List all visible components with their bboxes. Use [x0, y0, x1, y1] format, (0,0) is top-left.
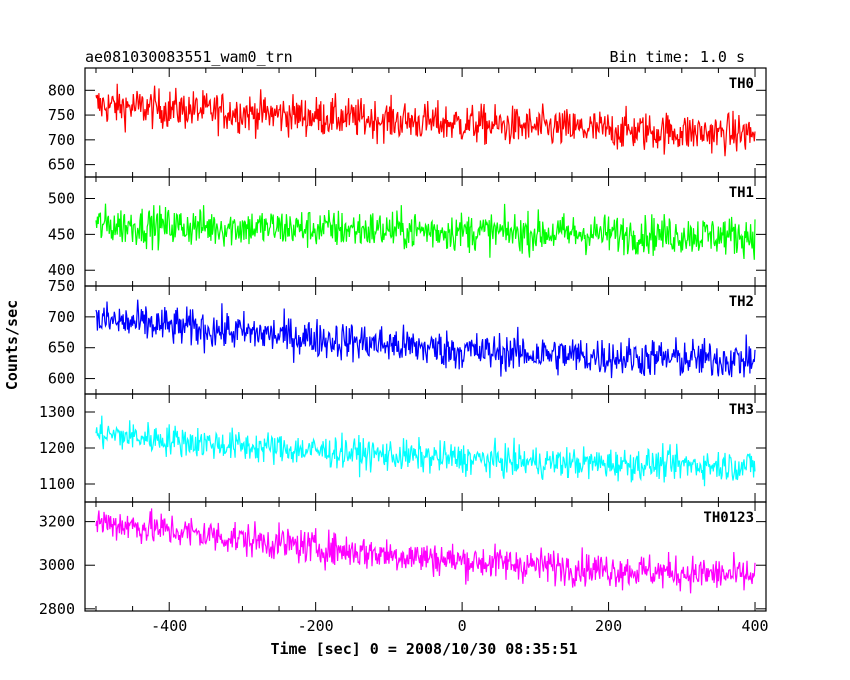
y-tick-label: 400 — [48, 261, 75, 279]
y-axis-label: Counts/sec — [3, 300, 21, 390]
y-tick-label: 3200 — [39, 513, 75, 531]
y-tick-label: 750 — [48, 277, 75, 295]
x-tick-label: 0 — [458, 617, 467, 635]
panel-frame — [84, 285, 767, 395]
y-tick-label: 800 — [48, 81, 75, 99]
panel-label-th0: TH0 — [729, 76, 754, 92]
series-th0 — [95, 83, 756, 157]
x-tick-label: 400 — [741, 617, 768, 635]
x-axis-label: Time [sec] 0 = 2008/10/30 08:35:51 — [270, 640, 577, 658]
bin-time-label: Bin time: 1.0 s — [610, 48, 745, 66]
y-tick-label: 700 — [48, 131, 75, 149]
x-tick-label: 200 — [595, 617, 622, 635]
y-tick-label: 1200 — [39, 439, 75, 457]
y-tick-label: 650 — [48, 339, 75, 357]
y-tick-label: 500 — [48, 190, 75, 208]
y-tick-label: 2800 — [39, 600, 75, 618]
panel-label-th2: TH2 — [729, 294, 754, 310]
x-tick-label: -200 — [298, 617, 334, 635]
chart-title: ae081030083551_wam0_trn — [85, 48, 293, 66]
series-th1 — [95, 203, 756, 260]
series-th3 — [95, 415, 756, 487]
y-tick-label: 750 — [48, 106, 75, 124]
y-tick-label: 700 — [48, 308, 75, 326]
series-th0123 — [95, 508, 756, 594]
panel-label-th1: TH1 — [729, 185, 754, 201]
y-tick-label: 1300 — [39, 403, 75, 421]
panel-label-th0123: TH0123 — [703, 510, 754, 526]
y-tick-label: 450 — [48, 225, 75, 243]
y-tick-label: 1100 — [39, 475, 75, 493]
y-tick-label: 600 — [48, 370, 75, 388]
x-tick-label: -400 — [151, 617, 187, 635]
panel-label-th3: TH3 — [729, 402, 754, 418]
y-tick-label: 3000 — [39, 556, 75, 574]
panels-group: TH0 650 700 750 800 TH1 400 450 500 TH2 600 650 700 7… — [39, 67, 769, 635]
y-tick-label: 650 — [48, 156, 75, 174]
series-th2 — [95, 299, 756, 379]
